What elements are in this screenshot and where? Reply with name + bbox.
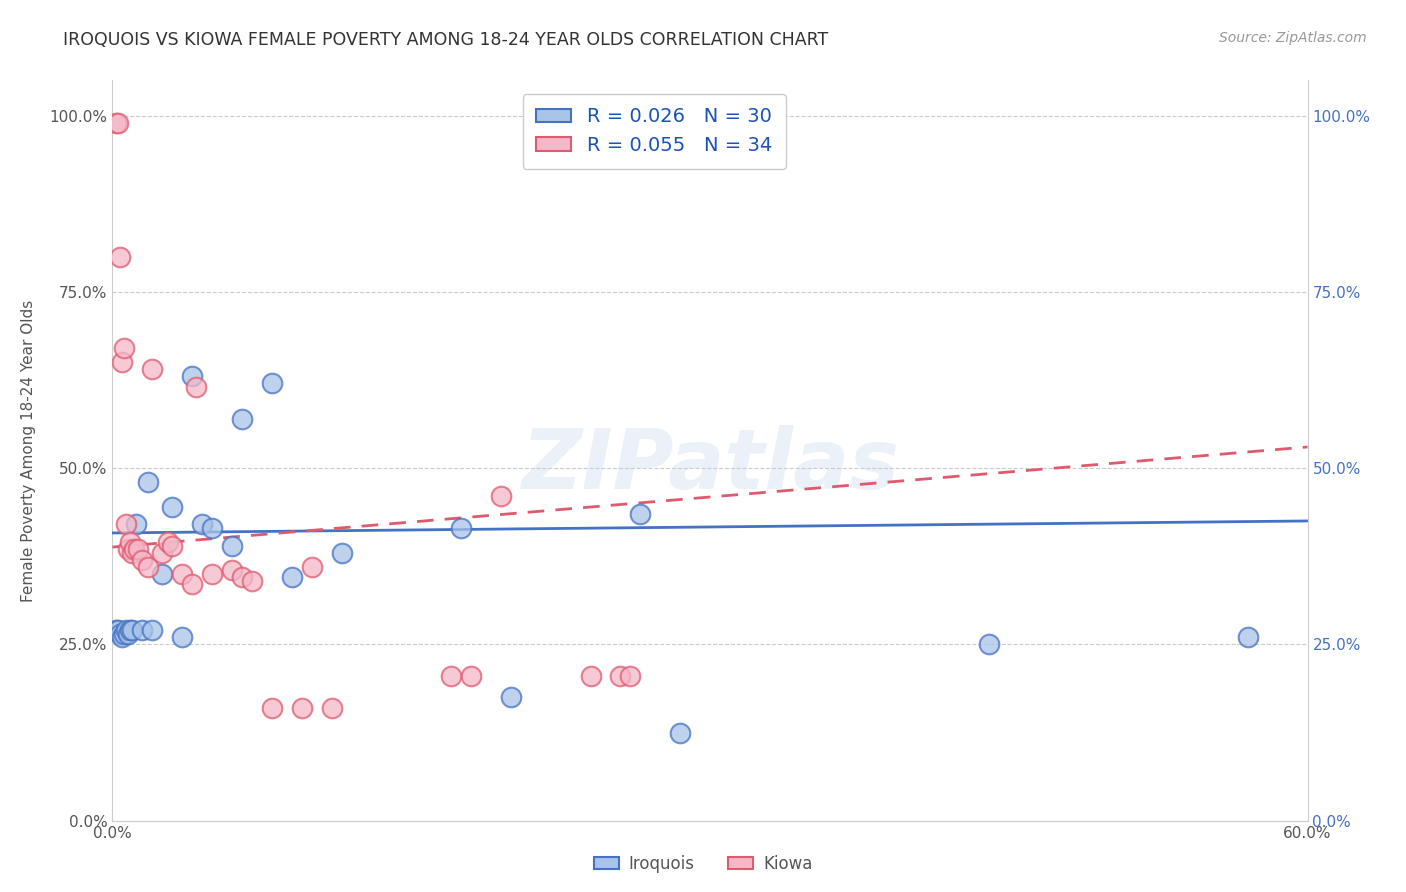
Point <box>124 542 146 557</box>
Point <box>1237 630 1260 644</box>
Point <box>186 380 208 394</box>
Point <box>162 539 183 553</box>
Point <box>172 566 194 581</box>
Point <box>450 521 472 535</box>
Point <box>201 566 224 581</box>
Point <box>111 355 134 369</box>
Point <box>440 669 463 683</box>
Point <box>107 115 129 129</box>
Point <box>121 624 143 638</box>
Point <box>201 521 224 535</box>
Point <box>114 341 135 355</box>
Point <box>125 517 148 532</box>
Text: Source: ZipAtlas.com: Source: ZipAtlas.com <box>1219 31 1367 45</box>
Point <box>221 563 243 577</box>
Point <box>105 115 128 129</box>
Point <box>619 669 641 683</box>
Point <box>105 624 128 638</box>
Point <box>221 539 243 553</box>
Point <box>321 701 343 715</box>
Point <box>977 637 1000 651</box>
Point <box>120 535 142 549</box>
Point <box>138 475 160 490</box>
Point <box>115 517 138 532</box>
Point <box>579 669 602 683</box>
Point <box>231 570 253 584</box>
Point <box>172 630 194 644</box>
Point <box>150 546 173 560</box>
Point <box>157 535 180 549</box>
Point <box>114 627 135 641</box>
Point <box>609 669 631 683</box>
Point <box>141 362 163 376</box>
Y-axis label: Female Poverty Among 18-24 Year Olds: Female Poverty Among 18-24 Year Olds <box>21 300 35 601</box>
Point <box>141 624 163 638</box>
Point <box>162 500 183 514</box>
Point <box>115 624 138 638</box>
Point <box>460 669 482 683</box>
Point <box>138 559 160 574</box>
Point <box>260 376 283 391</box>
Point <box>131 624 153 638</box>
Point <box>628 507 651 521</box>
Point <box>111 630 134 644</box>
Point <box>107 624 129 638</box>
Legend: Iroquois, Kiowa: Iroquois, Kiowa <box>586 848 820 880</box>
Point <box>150 566 173 581</box>
Point <box>291 701 314 715</box>
Point <box>117 542 139 557</box>
Legend: R = 0.026   N = 30, R = 0.055   N = 34: R = 0.026 N = 30, R = 0.055 N = 34 <box>523 94 786 169</box>
Point <box>281 570 304 584</box>
Point <box>127 542 149 557</box>
Point <box>260 701 283 715</box>
Point <box>489 489 512 503</box>
Point <box>110 250 132 264</box>
Point <box>669 725 692 739</box>
Point <box>330 546 353 560</box>
Point <box>117 627 139 641</box>
Point <box>181 577 204 591</box>
Text: IROQUOIS VS KIOWA FEMALE POVERTY AMONG 18-24 YEAR OLDS CORRELATION CHART: IROQUOIS VS KIOWA FEMALE POVERTY AMONG 1… <box>63 31 828 49</box>
Point <box>131 553 153 567</box>
Point <box>231 411 253 425</box>
Point <box>181 369 204 384</box>
Point <box>120 624 142 638</box>
Text: ZIPatlas: ZIPatlas <box>522 425 898 506</box>
Point <box>121 546 143 560</box>
Point <box>110 627 132 641</box>
Point <box>301 559 323 574</box>
Point <box>240 574 263 588</box>
Point <box>499 690 522 705</box>
Point <box>191 517 214 532</box>
